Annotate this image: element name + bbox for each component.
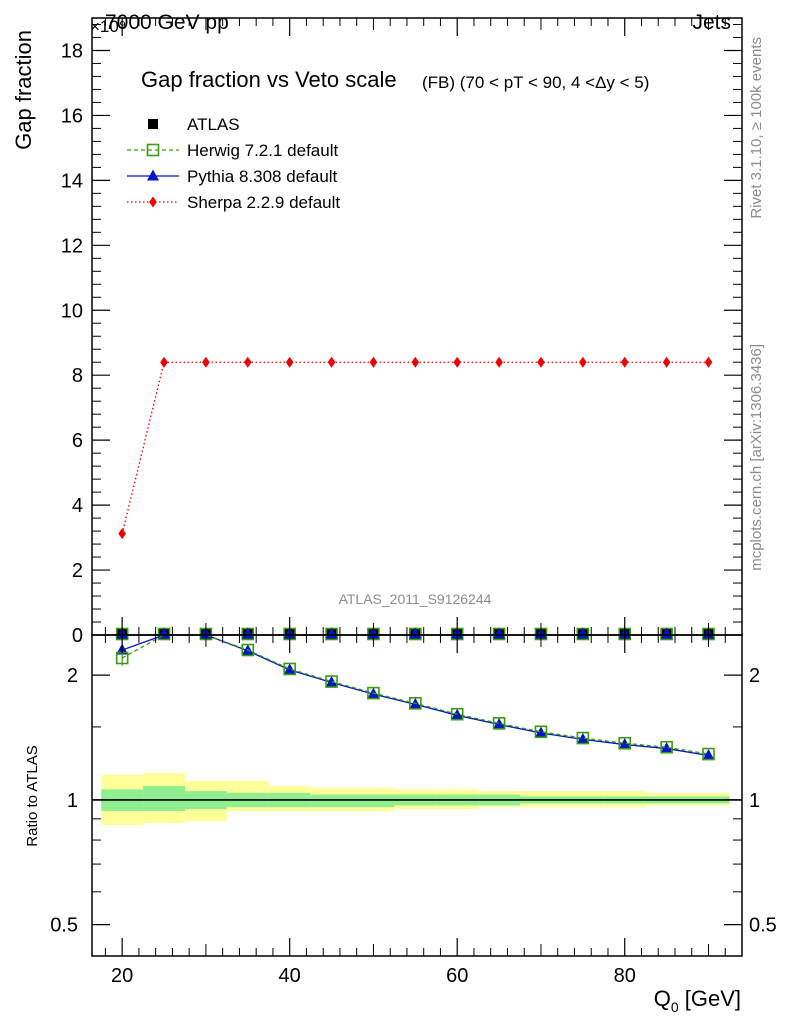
ratio-y-axis-label: Ratio to ATLAS: [24, 745, 41, 846]
y-tick-label: 0: [72, 625, 83, 647]
ratio-marker-pythia-40: [283, 663, 296, 675]
ratio-line-herwig: [121, 634, 709, 755]
y-axis-label: Gap fraction: [11, 30, 36, 150]
category-label: Jets: [692, 11, 731, 34]
legend-item-data: ATLAS: [148, 115, 240, 134]
marker-sherpa-65: [495, 356, 503, 368]
ratio-plot-frame: [91, 634, 743, 957]
ratio-marker-herwig-45: [325, 675, 338, 688]
legend-marker-sherpa: [149, 196, 157, 208]
marker-sherpa-80: [620, 356, 629, 368]
ratio-marker-herwig-65: [492, 717, 506, 730]
band-stat-1: [143, 786, 185, 812]
ratio-y-tick-label-right: 1: [749, 790, 760, 812]
x-tick-label: 20: [111, 965, 133, 987]
main-plot-subtitle: (FB) (70 < pT < 90, 4 <Δy < 5): [422, 73, 649, 92]
legend-item-pythia: Pythia 8.308 default: [127, 167, 338, 186]
exponent-label: ×10⁹: [90, 17, 126, 36]
ratio-marker-pythia-75: [576, 732, 589, 744]
marker-sherpa-25: [160, 356, 168, 368]
legend-marker-herwig: [146, 143, 160, 157]
legend-label-herwig: Herwig 7.2.1 default: [187, 141, 338, 160]
legend-marker-data: [148, 119, 158, 129]
ratio-y-tick-label-right: 0.5: [749, 915, 777, 937]
marker-sherpa-50: [369, 356, 378, 368]
series-line-sherpa: [121, 361, 709, 534]
mcplots-label: mcplots.cern.ch [arXiv:1306.3436]: [748, 344, 765, 571]
band-stat-5: [310, 794, 353, 808]
x-tick-label: 80: [614, 965, 636, 987]
main-plot: 0 2 4 6 8 10 12 14 16 18 Gap fraction vs Veto sca…: [11, 17, 743, 647]
y-tick-label: 16: [61, 105, 83, 127]
ratio-marker-herwig-55: [409, 697, 422, 710]
y-tick-label: 14: [61, 170, 83, 192]
legend-marker-pythia: [147, 169, 159, 181]
ratio-marker-herwig-90: [702, 747, 715, 761]
ratio-y-tick-label-right: 2: [749, 665, 760, 687]
y-tick-label: 2: [72, 560, 83, 582]
marker-sherpa-35: [243, 356, 252, 368]
marker-sherpa-85: [662, 356, 671, 368]
ratio-marker-herwig-60: [450, 707, 464, 721]
x-tick-label: 40: [279, 965, 301, 987]
uncertainty-bands: [101, 773, 730, 825]
ratio-marker-pythia-80: [618, 738, 631, 750]
ratio-marker-herwig-50: [367, 686, 380, 700]
ratio-marker-pythia-70: [534, 726, 547, 738]
marker-sherpa-90: [704, 356, 713, 368]
ratio-marker-herwig-70: [534, 725, 548, 739]
marker-sherpa-45: [327, 356, 336, 368]
ratio-y-tick-label: 1: [67, 790, 78, 812]
ratio-y-tick-label: 0.5: [50, 915, 78, 937]
ratio-marker-pythia-45: [325, 676, 338, 688]
rivet-label: Rivet 3.1.10, ≥ 100k events: [748, 37, 765, 219]
energy-label: 7000 GeV pp: [105, 11, 229, 34]
ratio-marker-herwig-85: [660, 740, 673, 754]
legend-item-sherpa: Sherpa 2.2.9 default: [127, 193, 340, 212]
legend-label-data: ATLAS: [187, 115, 240, 134]
y-tick-label: 6: [72, 430, 83, 452]
series-sherpa: [118, 356, 713, 540]
y-tick-label: 18: [61, 40, 83, 62]
ratio-marker-herwig-40: [283, 662, 296, 676]
y-tick-label: 8: [72, 365, 83, 387]
marker-sherpa-40: [285, 356, 294, 368]
ratio-series-herwig: [115, 634, 715, 761]
ratio-y-tick-label: 2: [67, 665, 78, 687]
marker-sherpa-20: [118, 528, 126, 540]
x-axis-label: Q0 [GeV]: [654, 986, 741, 1015]
legend-label-sherpa: Sherpa 2.2.9 default: [187, 193, 340, 212]
y-tick-label: 10: [61, 300, 83, 322]
y-tick-label: 12: [61, 235, 83, 257]
x-tick-label: 60: [446, 965, 468, 987]
y-tick-label: 4: [72, 495, 83, 517]
marker-sherpa-30: [202, 356, 210, 368]
main-plot-title: Gap fraction vs Veto scale: [141, 67, 397, 92]
ratio-marker-herwig-75: [576, 731, 590, 745]
legend-label-pythia: Pythia 8.308 default: [187, 167, 338, 186]
legend: ATLAS Herwig 7.2.1 default Pythia 8.308 de…: [127, 115, 340, 212]
ratio-marker-pythia-85: [660, 742, 673, 754]
ratio-plot: 0.5 0.5 1 1 2 2 20 40 60 80 Ratio to ATLAS Q0 [Ge…: [24, 634, 777, 1015]
ratio-marker-herwig-35: [241, 643, 255, 657]
ratio-marker-pythia-90: [702, 748, 715, 760]
band-stat-6: [352, 794, 395, 808]
watermark-analysis-id: ATLAS_2011_S9126244: [339, 591, 492, 607]
marker-sherpa-55: [411, 356, 420, 368]
ratio-marker-pythia-65: [493, 718, 506, 730]
marker-sherpa-60: [453, 356, 462, 368]
marker-sherpa-75: [579, 356, 587, 368]
ratio-marker-herwig-80: [618, 736, 632, 750]
marker-sherpa-70: [537, 356, 545, 368]
legend-item-herwig: Herwig 7.2.1 default: [127, 141, 338, 160]
